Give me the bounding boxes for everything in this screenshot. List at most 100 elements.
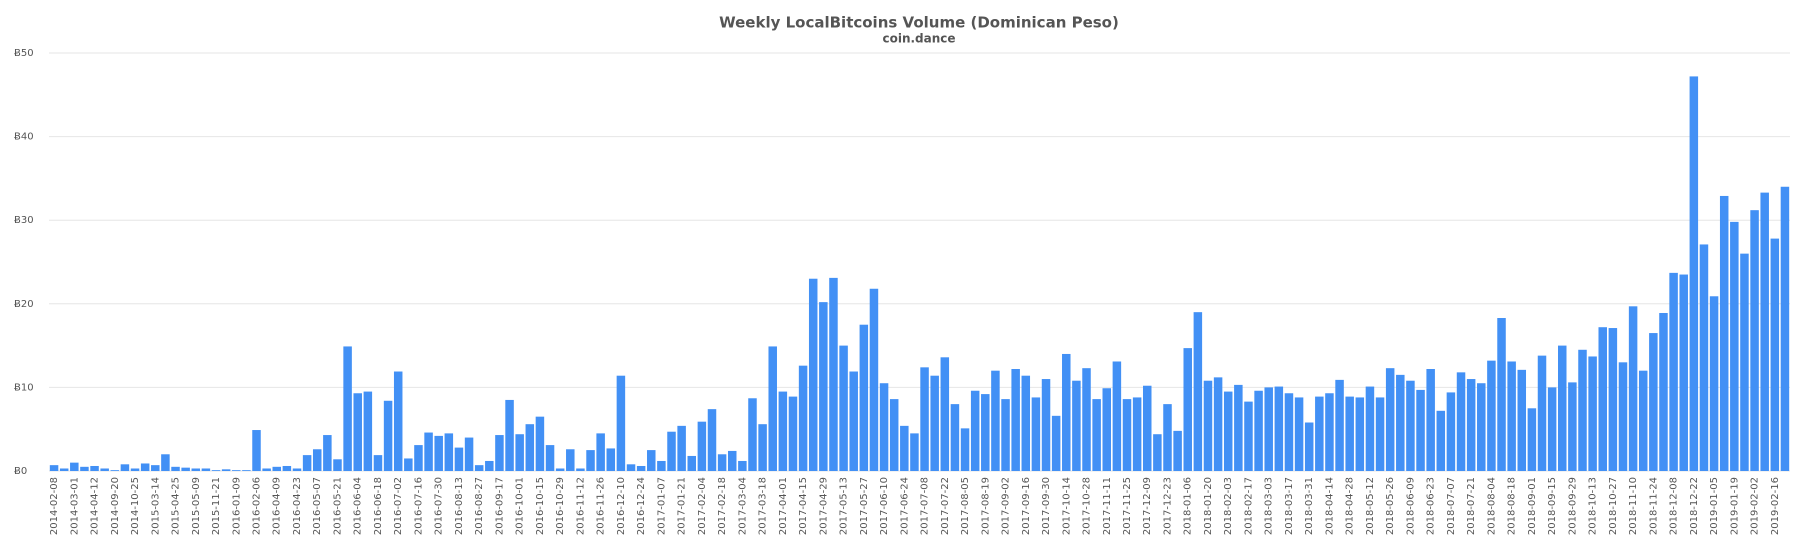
bar xyxy=(1011,369,1020,471)
x-tick-label: 2017-03-18 xyxy=(758,477,769,535)
bar xyxy=(1760,192,1769,471)
x-tick-label: 2017-08-19 xyxy=(980,477,991,535)
bar xyxy=(1558,345,1567,471)
x-tick-label: 2017-04-15 xyxy=(798,477,809,535)
bar xyxy=(1345,396,1354,471)
bar xyxy=(1132,397,1142,471)
x-tick-label: 2018-10-13 xyxy=(1588,477,1599,535)
bar xyxy=(1072,380,1081,471)
bar xyxy=(161,454,170,471)
bar xyxy=(1335,379,1344,471)
bar xyxy=(171,466,180,471)
bar xyxy=(920,367,929,471)
bar xyxy=(434,435,443,471)
bar xyxy=(424,432,433,471)
bar xyxy=(545,445,555,471)
bar xyxy=(59,468,69,471)
x-tick-label: 2018-09-01 xyxy=(1527,477,1538,535)
bar xyxy=(49,465,59,471)
bar xyxy=(1031,397,1041,471)
bar xyxy=(1780,186,1790,471)
x-tick-label: 2014-04-12 xyxy=(90,477,101,535)
bar xyxy=(535,416,545,471)
y-tick-label: Ƀ30 xyxy=(14,215,34,226)
bar xyxy=(1244,401,1253,471)
x-tick-label: 2016-08-27 xyxy=(474,477,485,535)
x-tick-label: 2018-06-09 xyxy=(1405,477,1416,535)
bar xyxy=(1284,393,1294,471)
bar xyxy=(1041,379,1051,471)
bar xyxy=(991,370,1000,471)
x-tick-label: 2016-04-09 xyxy=(272,477,283,535)
bar xyxy=(252,430,261,471)
bar xyxy=(292,468,302,471)
x-tick-label: 2018-11-24 xyxy=(1648,477,1659,535)
bar xyxy=(414,445,423,471)
chart-title: Weekly LocalBitcoins Volume (Dominican P… xyxy=(719,14,1119,32)
x-tick-label: 2018-08-18 xyxy=(1507,477,1518,535)
bar xyxy=(1547,387,1557,471)
x-tick-label: 2016-12-10 xyxy=(616,477,627,535)
bar xyxy=(363,391,373,471)
bar xyxy=(1659,312,1668,471)
bar xyxy=(566,449,575,471)
x-tick-label: 2017-05-27 xyxy=(859,477,870,535)
bar xyxy=(839,345,848,471)
bar xyxy=(1254,390,1263,471)
bar xyxy=(1699,244,1709,471)
x-tick-label: 2018-09-15 xyxy=(1547,477,1558,535)
x-tick-label: 2018-05-12 xyxy=(1365,477,1376,535)
bar xyxy=(657,460,666,471)
x-tick-label: 2018-03-31 xyxy=(1304,477,1315,535)
x-tick-label: 2016-07-16 xyxy=(413,477,424,535)
x-tick-label: 2017-07-22 xyxy=(940,477,951,535)
bar xyxy=(940,357,950,471)
bar xyxy=(819,302,828,471)
x-tick-label: 2018-12-08 xyxy=(1669,477,1680,535)
x-tick-label: 2018-09-29 xyxy=(1567,477,1578,535)
x-tick-label: 2018-02-17 xyxy=(1243,477,1254,535)
x-tick-label: 2018-04-14 xyxy=(1324,477,1335,535)
bar xyxy=(353,393,362,471)
bar xyxy=(323,435,332,471)
bar xyxy=(1730,221,1739,471)
bar xyxy=(120,464,130,471)
x-tick-label: 2019-01-19 xyxy=(1729,477,1740,535)
bar xyxy=(1578,349,1587,471)
bar xyxy=(1527,408,1537,471)
bar xyxy=(1477,383,1486,471)
bar xyxy=(555,468,565,471)
x-tick-label: 2016-08-13 xyxy=(454,477,465,535)
bar xyxy=(343,346,352,471)
bar xyxy=(525,424,535,471)
x-tick-label: 2016-09-17 xyxy=(494,477,505,535)
bar xyxy=(606,448,616,471)
bar xyxy=(717,454,727,471)
y-tick-label: Ƀ50 xyxy=(14,48,34,59)
x-tick-label: 2017-11-25 xyxy=(1122,477,1133,535)
bar xyxy=(373,455,383,471)
bar xyxy=(981,394,990,471)
bar xyxy=(151,465,160,471)
bar xyxy=(576,468,585,471)
x-tick-label: 2017-09-30 xyxy=(1041,477,1052,535)
x-tick-label: 2018-07-21 xyxy=(1466,477,1477,535)
bar xyxy=(1325,393,1334,471)
bar xyxy=(495,435,504,471)
bar xyxy=(1213,377,1223,471)
x-tick-label: 2018-10-27 xyxy=(1608,477,1619,535)
bar xyxy=(262,468,271,471)
y-tick-label: Ƀ40 xyxy=(14,132,34,143)
bar xyxy=(130,468,140,471)
bar xyxy=(1375,397,1385,471)
bar xyxy=(859,324,869,471)
x-tick-label: 2016-01-09 xyxy=(231,477,242,535)
x-tick-label: 2018-03-03 xyxy=(1264,477,1275,535)
bar xyxy=(1537,355,1547,471)
x-tick-label: 2017-10-28 xyxy=(1082,477,1093,535)
bar xyxy=(707,409,717,471)
bar xyxy=(1365,386,1375,471)
x-tick-label: 2018-01-06 xyxy=(1183,477,1194,535)
bar xyxy=(677,425,686,471)
x-tick-label: 2016-07-30 xyxy=(434,477,445,535)
